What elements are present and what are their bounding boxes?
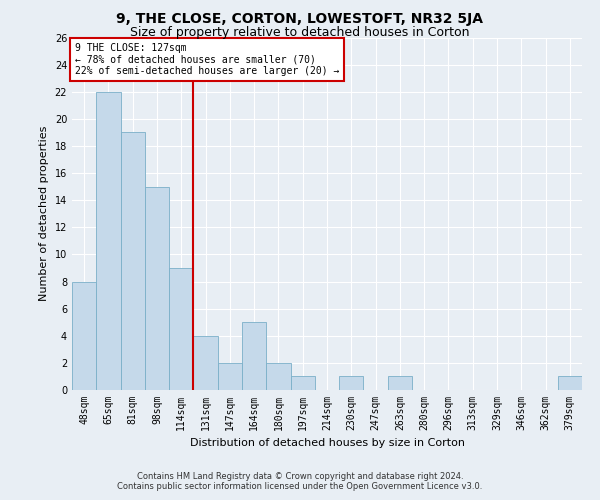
X-axis label: Distribution of detached houses by size in Corton: Distribution of detached houses by size …: [190, 438, 464, 448]
Text: Size of property relative to detached houses in Corton: Size of property relative to detached ho…: [130, 26, 470, 39]
Bar: [72, 282, 96, 390]
Bar: [121, 132, 145, 390]
Y-axis label: Number of detached properties: Number of detached properties: [39, 126, 49, 302]
Bar: [388, 376, 412, 390]
Bar: [266, 363, 290, 390]
Text: 9 THE CLOSE: 127sqm
← 78% of detached houses are smaller (70)
22% of semi-detach: 9 THE CLOSE: 127sqm ← 78% of detached ho…: [74, 43, 339, 76]
Bar: [218, 363, 242, 390]
Bar: [96, 92, 121, 390]
Bar: [242, 322, 266, 390]
Bar: [558, 376, 582, 390]
Text: Contains HM Land Registry data © Crown copyright and database right 2024.
Contai: Contains HM Land Registry data © Crown c…: [118, 472, 482, 491]
Bar: [193, 336, 218, 390]
Bar: [339, 376, 364, 390]
Bar: [145, 186, 169, 390]
Text: 9, THE CLOSE, CORTON, LOWESTOFT, NR32 5JA: 9, THE CLOSE, CORTON, LOWESTOFT, NR32 5J…: [116, 12, 484, 26]
Bar: [169, 268, 193, 390]
Bar: [290, 376, 315, 390]
